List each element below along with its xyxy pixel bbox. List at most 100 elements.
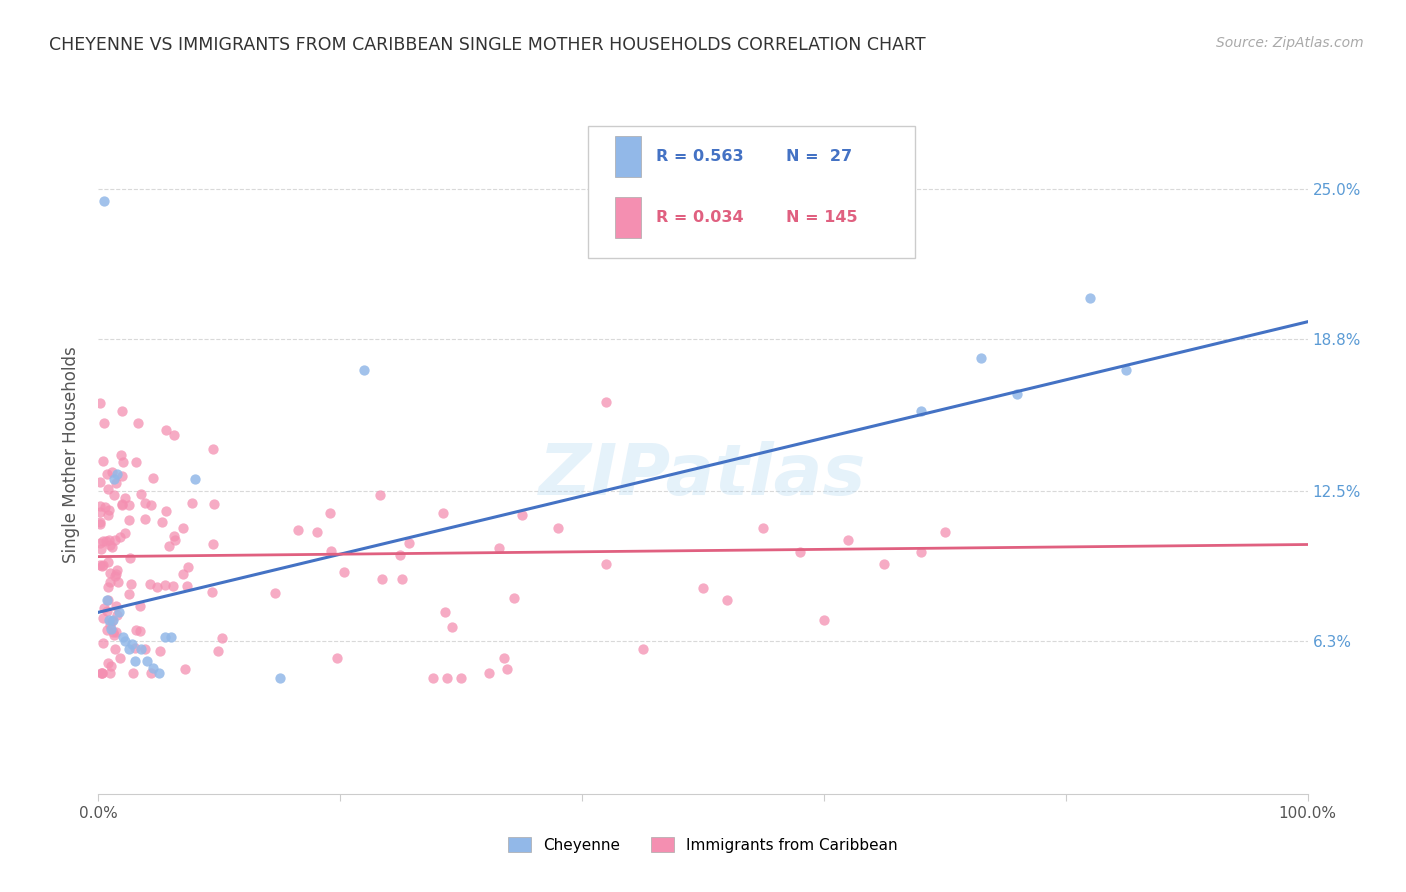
Point [97, 533, 120, 548]
Point [93, 194, 115, 208]
Point [111, 498, 134, 512]
Point [101, 614, 124, 628]
Point [89, 665, 111, 680]
Point [368, 488, 391, 502]
Point [89, 396, 111, 410]
Point [111, 468, 134, 483]
Point [89, 499, 111, 513]
Point [174, 662, 197, 676]
Point [110, 448, 132, 462]
Point [153, 630, 176, 644]
Point [264, 586, 287, 600]
Point [97, 592, 120, 607]
Point [478, 666, 501, 681]
Point [111, 403, 134, 417]
Point [163, 428, 186, 442]
Point [910, 545, 932, 559]
Text: R = 0.563: R = 0.563 [655, 149, 744, 164]
Point [110, 530, 132, 544]
Point [153, 577, 176, 591]
Point [97, 555, 120, 569]
Point [436, 671, 458, 685]
Point [114, 525, 136, 540]
Point [353, 363, 375, 377]
Point [269, 671, 291, 685]
Point [752, 520, 775, 534]
Point [89, 535, 111, 549]
Text: R = 0.034: R = 0.034 [655, 211, 744, 225]
Point [91, 636, 114, 650]
Point [96, 467, 118, 482]
Point [389, 548, 412, 562]
Point [90, 542, 112, 557]
Point [122, 665, 145, 680]
Point [90, 665, 112, 680]
Point [114, 634, 136, 648]
Point [176, 579, 198, 593]
Point [184, 472, 207, 486]
Point [104, 566, 127, 581]
Point [134, 641, 156, 656]
Point [101, 613, 124, 627]
Point [127, 416, 149, 430]
Point [105, 467, 128, 482]
Point [422, 671, 444, 685]
Point [134, 496, 156, 510]
Point [97, 580, 120, 594]
Point [201, 537, 224, 551]
Point [104, 642, 127, 657]
Point [111, 630, 134, 644]
Point [150, 516, 173, 530]
Point [98, 613, 121, 627]
Point [134, 512, 156, 526]
Point [1078, 291, 1101, 305]
Point [325, 651, 347, 665]
Point [89, 475, 111, 489]
Point [96, 623, 118, 637]
Point [837, 533, 859, 547]
Text: ZIPatlas: ZIPatlas [540, 441, 866, 509]
Point [510, 508, 533, 523]
Point [103, 488, 125, 502]
Point [105, 608, 128, 623]
Point [104, 476, 127, 491]
Point [595, 394, 617, 409]
Point [910, 404, 932, 418]
Point [98, 617, 121, 632]
Point [155, 504, 177, 518]
Point [138, 577, 160, 591]
Point [112, 455, 135, 469]
Point [201, 442, 224, 457]
Point [111, 497, 134, 511]
Point [873, 557, 896, 571]
Point [98, 566, 121, 580]
Point [90, 558, 112, 573]
Point [100, 538, 122, 552]
Point [103, 628, 125, 642]
Point [91, 665, 114, 680]
Point [333, 565, 356, 579]
Point [155, 423, 177, 437]
Point [148, 644, 170, 658]
Point [934, 525, 956, 540]
Point [93, 600, 115, 615]
Point [89, 505, 111, 519]
Point [93, 611, 115, 625]
Point [813, 613, 835, 627]
Point [105, 599, 128, 613]
Point [391, 572, 413, 586]
Point [129, 624, 152, 639]
Point [98, 503, 121, 517]
Point [129, 599, 152, 613]
Point [157, 539, 180, 553]
Point [319, 543, 342, 558]
Point [139, 498, 162, 512]
Point [108, 650, 131, 665]
Point [141, 665, 163, 680]
Point [100, 622, 122, 636]
Point [160, 630, 183, 644]
Point [148, 665, 170, 680]
Point [96, 604, 118, 618]
Point [108, 605, 131, 619]
Point [162, 579, 184, 593]
